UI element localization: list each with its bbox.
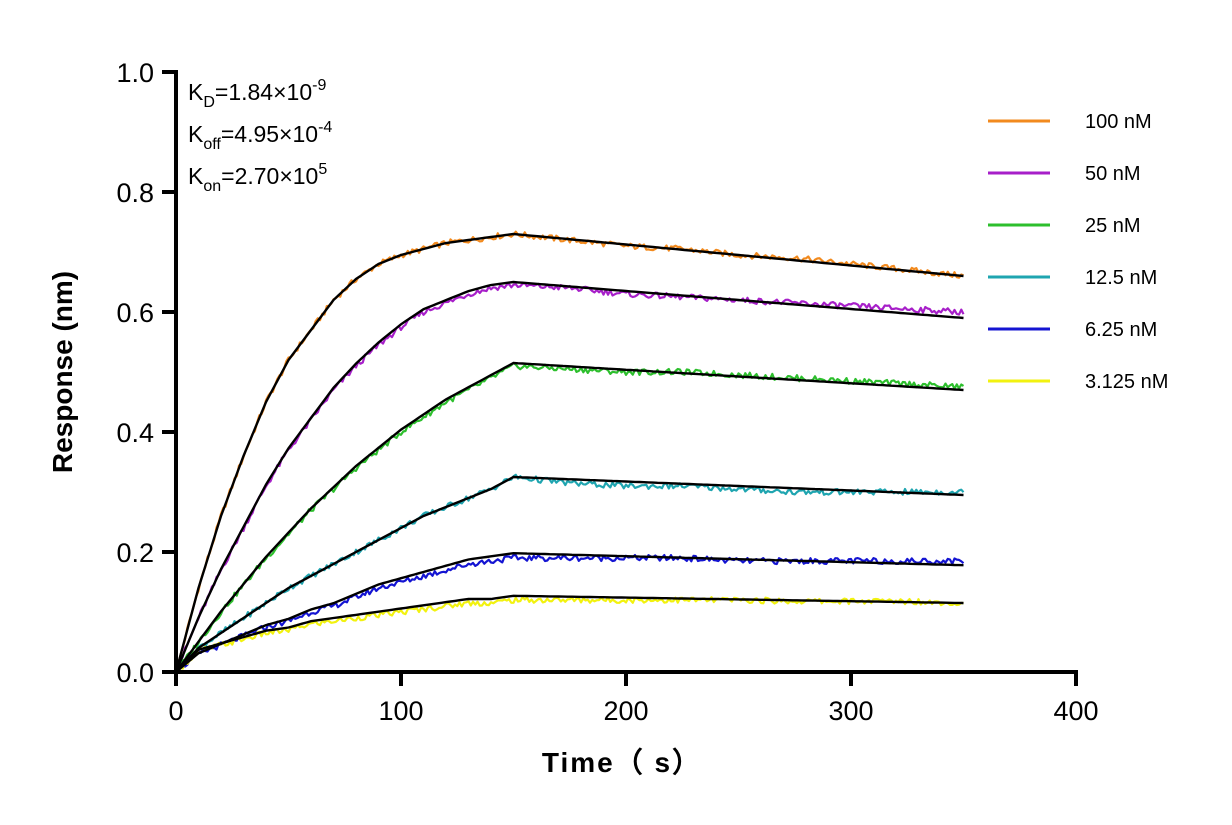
fit-line-3.125-nM bbox=[175, 594, 964, 673]
y-tick-label: 0.2 bbox=[116, 538, 154, 568]
fit-line-6.25-nM bbox=[175, 551, 964, 673]
y-tick-label: 0.6 bbox=[116, 298, 154, 328]
legend-label: 100 nM bbox=[1085, 111, 1152, 133]
legend-label: 6.25 nM bbox=[1085, 319, 1157, 341]
data-series bbox=[174, 230, 965, 673]
y-tick-label: 0.8 bbox=[116, 178, 154, 208]
series-line-100-nM bbox=[174, 230, 964, 673]
legend-label: 50 nM bbox=[1085, 163, 1141, 185]
x-tick-label: 400 bbox=[1053, 696, 1098, 726]
series-line-3.125-nM bbox=[175, 596, 964, 673]
series-line-50-nM bbox=[174, 281, 965, 673]
x-axis-title: Time（ s） bbox=[542, 746, 702, 778]
x-tick-label: 200 bbox=[603, 696, 648, 726]
fit-curves-overlay bbox=[174, 232, 964, 673]
y-tick-label: 0.0 bbox=[116, 658, 154, 688]
legend: 100 nM 50 nM 25 nM 12.5 nM 6.25 nM 3.125 nM bbox=[988, 111, 1168, 393]
x-tick-label: 100 bbox=[378, 696, 423, 726]
fit-line-50-nM bbox=[174, 280, 964, 673]
legend-label: 12.5 nM bbox=[1085, 267, 1157, 289]
legend-label: 3.125 nM bbox=[1085, 371, 1168, 393]
annotation-koff: Koff=4.95×10-4 bbox=[188, 119, 332, 153]
series-line-12.5-nM bbox=[175, 473, 965, 673]
fit-line-100-nM bbox=[174, 232, 964, 673]
y-tick-label: 1.0 bbox=[116, 58, 154, 88]
fit-line-25-nM bbox=[175, 361, 964, 673]
y-axis-title: Response (nm) bbox=[47, 271, 78, 473]
axes bbox=[174, 70, 1078, 674]
legend-label: 25 nM bbox=[1085, 215, 1141, 237]
y-tick-label: 0.4 bbox=[116, 418, 154, 448]
x-axis-ticks: 0 100 200 300 400 bbox=[168, 672, 1099, 726]
x-tick-label: 0 bbox=[168, 696, 183, 726]
annotation-kd: KD=1.84×10-9 bbox=[188, 77, 326, 111]
series-line-6.25-nM bbox=[175, 553, 965, 673]
annotation-kon: Kon=2.70×105 bbox=[188, 161, 327, 195]
y-axis-ticks: 0.0 0.2 0.4 0.6 0.8 1.0 bbox=[116, 58, 176, 688]
kinetics-annotations: KD=1.84×10-9 Koff=4.95×10-4 Kon=2.70×105 bbox=[188, 77, 332, 195]
x-tick-label: 300 bbox=[828, 696, 873, 726]
fit-line-12.5-nM bbox=[175, 475, 964, 673]
